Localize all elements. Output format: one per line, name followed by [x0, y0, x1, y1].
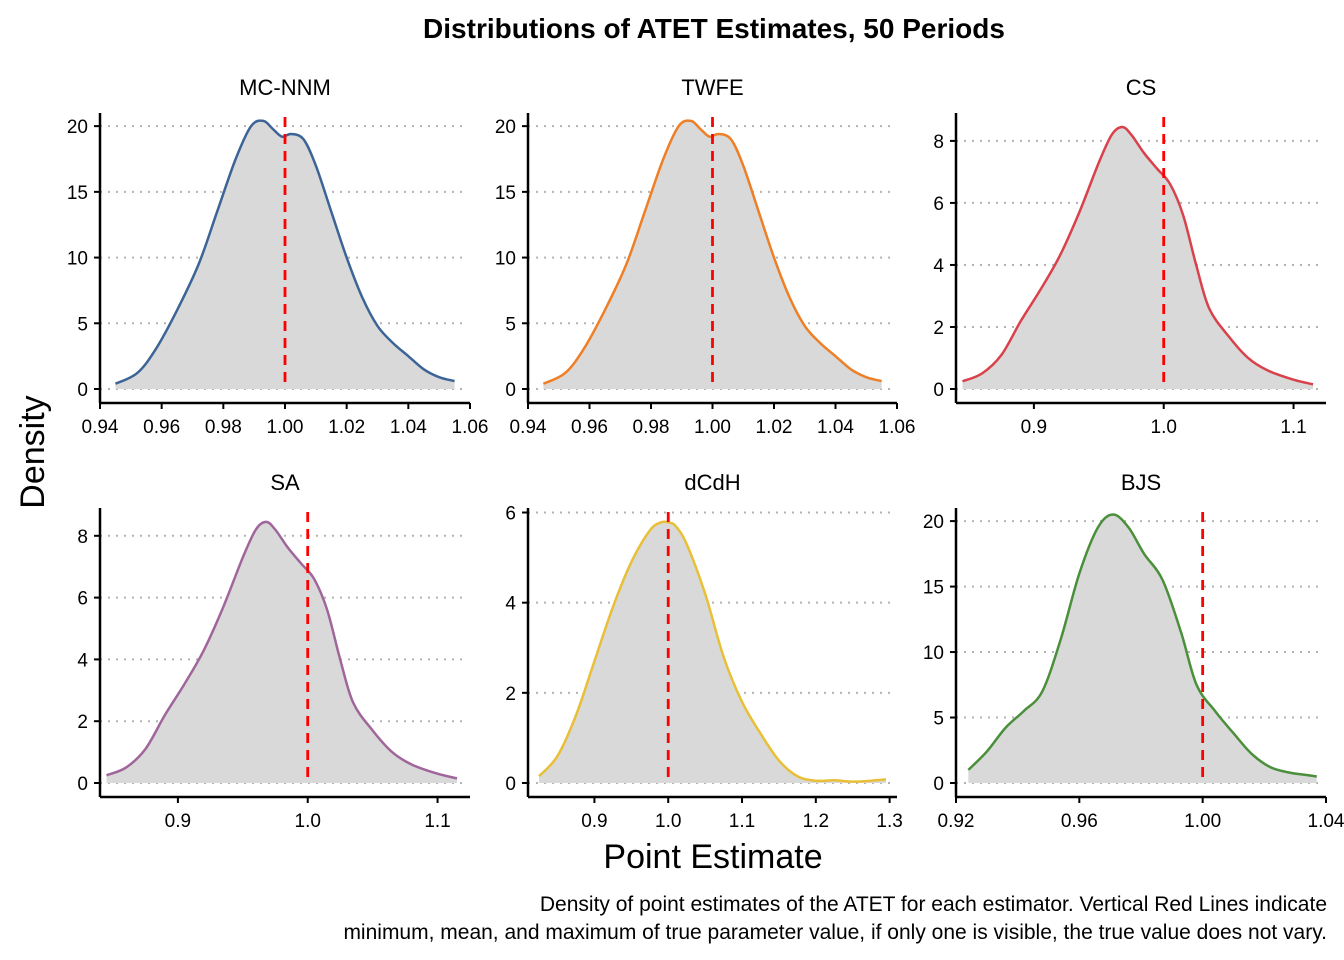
- y-tick-label: 4: [933, 256, 944, 277]
- caption-line-1: Density of point estimates of the ATET f…: [540, 893, 1327, 916]
- y-tick-label: 0: [77, 380, 88, 401]
- y-tick-label: 2: [77, 712, 88, 733]
- y-tick-label: 0: [933, 380, 944, 401]
- x-tick-label: 1.0: [655, 811, 681, 832]
- y-tick-label: 8: [933, 132, 944, 153]
- y-tick-label: 20: [495, 117, 516, 138]
- y-tick-label: 10: [495, 249, 516, 270]
- density-line-bjs: [967, 513, 1317, 778]
- y-axis-title: Density: [14, 395, 52, 508]
- y-tick-label: 5: [505, 314, 516, 335]
- y-tick-label: 10: [923, 643, 944, 664]
- x-tick-label: 1.1: [729, 811, 755, 832]
- y-tick-label: 5: [77, 314, 88, 335]
- x-tick-label: 0.94: [510, 417, 547, 438]
- density-area-cs: [962, 126, 1314, 390]
- y-tick-label: 15: [923, 578, 944, 599]
- panel-title-twfe: TWFE: [681, 75, 743, 100]
- x-tick-label: 1.0: [1151, 417, 1177, 438]
- y-tick-label: 0: [505, 380, 516, 401]
- x-tick-label: 0.92: [938, 811, 975, 832]
- x-tick-label: 0.96: [143, 417, 180, 438]
- x-tick-label: 1.04: [390, 417, 427, 438]
- panel-mc-nnm: MC-NNM 0 5 10 15 20 0.94 0.96 0.98 1.00 1.02 1.04 1.…: [67, 75, 489, 438]
- caption-line-2: minimum, mean, and maximum of true param…: [343, 921, 1327, 944]
- y-tick-label: 0: [77, 774, 88, 795]
- x-tick-label: 1.00: [694, 417, 731, 438]
- x-tick-label: 1.04: [1308, 811, 1344, 832]
- y-tick-label: 15: [495, 183, 516, 204]
- density-line-cs: [962, 125, 1314, 386]
- panel-title-cs: CS: [1126, 75, 1157, 100]
- x-tick-label: 1.02: [756, 417, 793, 438]
- panel-title-sa: SA: [270, 470, 300, 495]
- x-tick-label: 0.94: [82, 417, 119, 438]
- x-tick-label: 0.96: [1061, 811, 1098, 832]
- density-line-dcdh: [538, 520, 887, 783]
- x-tick-label: 1.00: [1184, 811, 1221, 832]
- y-tick-label: 4: [505, 594, 516, 615]
- density-line-twfe: [542, 119, 882, 385]
- density-area-bjs: [968, 514, 1317, 783]
- density-area-sa: [106, 521, 458, 783]
- y-tick-label: 2: [933, 318, 944, 339]
- panel-twfe: TWFE 0 5 10 15 20 0.94 0.96 0.98 1.00 1.02 1.04 1.06: [495, 75, 916, 438]
- chart-title: Distributions of ATET Estimates, 50 Peri…: [423, 13, 1005, 44]
- panel-title-mc-nnm: MC-NNM: [239, 75, 331, 100]
- x-axis-title: Point Estimate: [603, 838, 822, 876]
- x-tick-label: 1.02: [328, 417, 365, 438]
- density-line-sa: [106, 520, 458, 780]
- density-area-dcdh: [539, 521, 886, 783]
- x-tick-label: 1.06: [452, 417, 489, 438]
- x-tick-label: 0.96: [571, 417, 608, 438]
- x-tick-label: 1.06: [879, 417, 916, 438]
- x-tick-label: 1.1: [1280, 417, 1306, 438]
- panel-sa: SA 0 2 4 6 8 0.9 1.0 1.1: [77, 470, 470, 832]
- y-tick-label: 0: [933, 774, 944, 795]
- x-tick-label: 0.9: [1021, 417, 1047, 438]
- y-tick-label: 0: [505, 774, 516, 795]
- y-tick-label: 20: [923, 512, 944, 533]
- x-tick-label: 1.2: [803, 811, 829, 832]
- panel-dcdh: dCdH 0 2 4 6 0.9 1.0 1.1 1.2 1.3: [505, 470, 902, 832]
- density-line-mc-nnm: [114, 119, 455, 385]
- y-tick-label: 2: [505, 684, 516, 705]
- panel-cs: CS 0 2 4 6 8 0.9 1.0 1.1: [933, 75, 1326, 438]
- y-tick-label: 5: [933, 709, 944, 730]
- x-tick-label: 1.00: [267, 417, 304, 438]
- panel-title-bjs: BJS: [1121, 470, 1161, 495]
- y-tick-label: 20: [67, 117, 88, 138]
- x-tick-label: 1.0: [295, 811, 321, 832]
- x-tick-label: 0.9: [165, 811, 191, 832]
- y-tick-label: 4: [77, 650, 88, 671]
- x-tick-label: 0.98: [633, 417, 670, 438]
- y-tick-label: 10: [67, 249, 88, 270]
- panel-title-dcdh: dCdH: [684, 470, 740, 495]
- x-tick-label: 1.3: [876, 811, 902, 832]
- y-tick-label: 6: [77, 589, 88, 610]
- x-tick-label: 1.1: [424, 811, 450, 832]
- y-tick-label: 6: [933, 194, 944, 215]
- y-tick-label: 8: [77, 527, 88, 548]
- x-tick-label: 0.9: [581, 811, 607, 832]
- y-tick-label: 15: [67, 183, 88, 204]
- x-tick-label: 0.98: [205, 417, 242, 438]
- panel-bjs: BJS 0 5 10 15 20 0.92 0.96 1.00 1.04: [923, 470, 1344, 832]
- y-tick-label: 6: [505, 504, 516, 525]
- x-tick-label: 1.04: [817, 417, 854, 438]
